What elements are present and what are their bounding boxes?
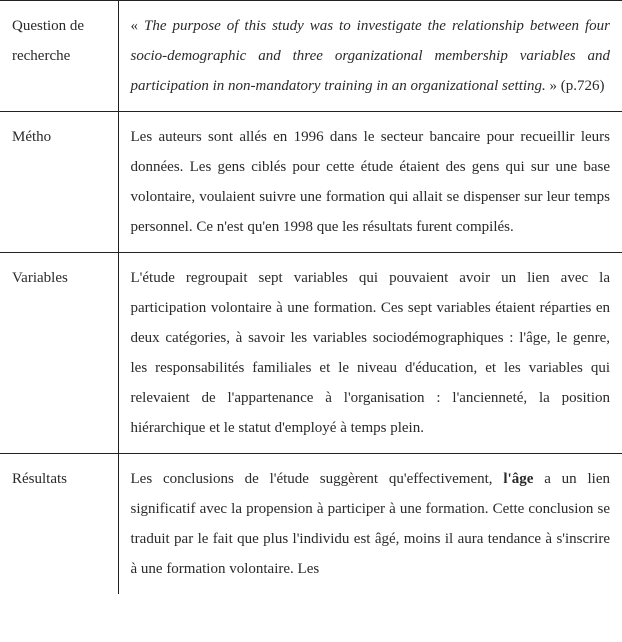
- table-row: Métho Les auteurs sont allés en 1996 dan…: [0, 112, 622, 253]
- row-content-variables: L'étude regroupait sept variables qui po…: [118, 253, 622, 454]
- row-label-variables: Variables: [0, 253, 118, 454]
- row-content-question: « The purpose of this study was to inves…: [118, 1, 622, 112]
- row-label-metho: Métho: [0, 112, 118, 253]
- table-row: Résultats Les conclusions de l'étude sug…: [0, 454, 622, 595]
- table-row: Question de recherche « The purpose of t…: [0, 1, 622, 112]
- page-ref: » (p.726): [546, 78, 605, 94]
- row-label-question: Question de recherche: [0, 1, 118, 112]
- resultats-bold: l'âge: [503, 471, 533, 487]
- row-label-resultats: Résultats: [0, 454, 118, 595]
- open-quote: «: [131, 18, 144, 34]
- row-content-resultats: Les conclusions de l'étude suggèrent qu'…: [118, 454, 622, 595]
- table-row: Variables L'étude regroupait sept variab…: [0, 253, 622, 454]
- study-table: Question de recherche « The purpose of t…: [0, 0, 622, 594]
- quote-text: The purpose of this study was to investi…: [131, 18, 611, 94]
- resultats-pre: Les conclusions de l'étude suggèrent qu'…: [131, 471, 504, 487]
- row-content-metho: Les auteurs sont allés en 1996 dans le s…: [118, 112, 622, 253]
